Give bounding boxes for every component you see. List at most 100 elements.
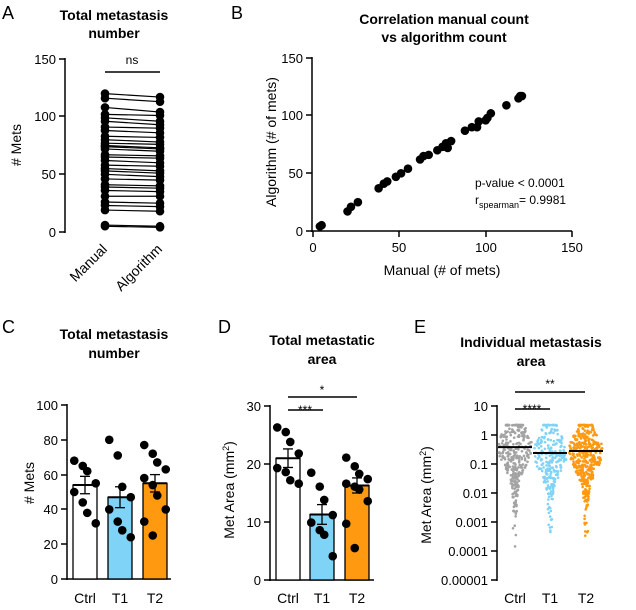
chart-b-xlabel: Manual (# of mets) bbox=[384, 262, 501, 278]
swarm-point bbox=[512, 436, 516, 440]
swarm-point bbox=[598, 461, 602, 465]
chart-e-ytick-label: 0.1 bbox=[470, 457, 488, 472]
swarm-point bbox=[578, 423, 582, 427]
swarm-point bbox=[583, 514, 586, 518]
swarm-point bbox=[583, 429, 587, 432]
chart-e-xtick-label: Ctrl bbox=[504, 590, 526, 606]
swarm-point bbox=[581, 485, 584, 489]
swarm-point bbox=[590, 438, 594, 442]
swarm-point bbox=[586, 481, 590, 485]
pair-line bbox=[104, 146, 161, 150]
chart-d-ylabel-sup: 2 bbox=[221, 446, 231, 451]
pair-line bbox=[104, 156, 161, 159]
chart-b-xtick-label: 100 bbox=[475, 240, 497, 255]
bar bbox=[275, 457, 301, 581]
algorithm-point bbox=[155, 191, 165, 201]
chart-e-ylabel-end: ) bbox=[418, 446, 434, 451]
swarm-point bbox=[506, 441, 510, 445]
manual-point bbox=[100, 205, 110, 215]
swarm-point bbox=[573, 456, 577, 459]
swarm-point bbox=[591, 473, 594, 476]
swarm-point bbox=[577, 472, 581, 476]
swarm-point bbox=[556, 476, 560, 479]
swarm-point bbox=[517, 435, 521, 439]
chart-d-title-line2: area bbox=[308, 351, 337, 367]
swarm-point bbox=[511, 483, 515, 487]
swarm-point bbox=[586, 429, 589, 432]
data-point bbox=[294, 479, 304, 489]
swarm-point bbox=[514, 514, 517, 518]
swarm-point bbox=[556, 438, 559, 442]
swarm-point bbox=[526, 460, 529, 464]
swarm-point bbox=[547, 511, 551, 515]
swarm-point bbox=[513, 545, 517, 548]
data-point bbox=[139, 517, 149, 526]
swarm-point bbox=[589, 453, 592, 457]
data-point bbox=[152, 458, 162, 467]
swarm-point bbox=[593, 447, 597, 451]
swarm-point bbox=[513, 479, 517, 483]
swarm-point bbox=[578, 451, 581, 455]
pair-line bbox=[104, 170, 161, 174]
data-point bbox=[139, 440, 149, 450]
data-point bbox=[350, 462, 360, 471]
swarm-point bbox=[587, 476, 591, 480]
swarm-point bbox=[550, 427, 554, 431]
swarm-point bbox=[506, 469, 509, 472]
swarm-point bbox=[547, 464, 550, 467]
chart-c-yticks: 0 20 40 60 80 100 bbox=[36, 398, 67, 587]
pair-line bbox=[104, 97, 161, 103]
chart-d-ytick-label: 10 bbox=[247, 515, 261, 530]
swarm-point bbox=[545, 472, 548, 476]
swarm-point bbox=[514, 494, 518, 498]
swarm-point bbox=[549, 430, 553, 434]
swarm-point bbox=[535, 461, 539, 464]
pair-line bbox=[104, 173, 161, 178]
algorithm-point bbox=[155, 223, 165, 232]
pair-line bbox=[104, 144, 161, 149]
data-point bbox=[91, 519, 101, 528]
scatter-point bbox=[517, 91, 527, 101]
swarm-point bbox=[513, 431, 517, 435]
swarm-point bbox=[505, 423, 508, 427]
swarm-point bbox=[579, 435, 582, 439]
swarm-point bbox=[546, 467, 550, 470]
pair-line bbox=[104, 159, 161, 164]
swarm-point bbox=[575, 438, 579, 441]
chart-d-ytick-label: 30 bbox=[247, 399, 261, 414]
swarm-point bbox=[587, 484, 591, 488]
swarm-point bbox=[589, 444, 593, 448]
swarm-point bbox=[583, 435, 586, 439]
swarm-point bbox=[575, 453, 579, 456]
swarm-point bbox=[511, 423, 514, 427]
swarm-point bbox=[595, 461, 599, 465]
swarm-point bbox=[564, 458, 568, 462]
manual-point bbox=[100, 103, 110, 112]
chart-b-title-line1: Correlation manual count bbox=[359, 11, 529, 27]
swarm-point bbox=[571, 463, 575, 466]
chart-b-pvalue: p-value < 0.0001 bbox=[475, 176, 565, 190]
swarm-point bbox=[536, 441, 539, 445]
chart-b-ytick-label: 100 bbox=[281, 108, 303, 123]
chart-d-bars bbox=[272, 423, 373, 581]
panel-b: B Correlation manual count vs algorithm … bbox=[231, 3, 583, 278]
swarm-point bbox=[511, 479, 515, 483]
data-point bbox=[294, 449, 304, 458]
swarm-point bbox=[581, 465, 585, 468]
data-point bbox=[152, 491, 162, 500]
swarm-point bbox=[554, 464, 558, 468]
scatter-point bbox=[396, 169, 406, 178]
swarm-point bbox=[547, 498, 550, 501]
swarm-point bbox=[543, 479, 547, 483]
data-point bbox=[113, 517, 123, 526]
swarm-point bbox=[548, 475, 551, 479]
algorithm-point bbox=[155, 97, 165, 106]
swarm-point bbox=[595, 441, 599, 445]
chart-e-swarm bbox=[497, 423, 604, 548]
swarm-point bbox=[591, 455, 595, 459]
data-point bbox=[281, 427, 291, 437]
swarm-point bbox=[598, 456, 601, 459]
swarm-point bbox=[547, 486, 550, 489]
swarm-point bbox=[588, 487, 591, 491]
swarm-point bbox=[540, 449, 544, 453]
